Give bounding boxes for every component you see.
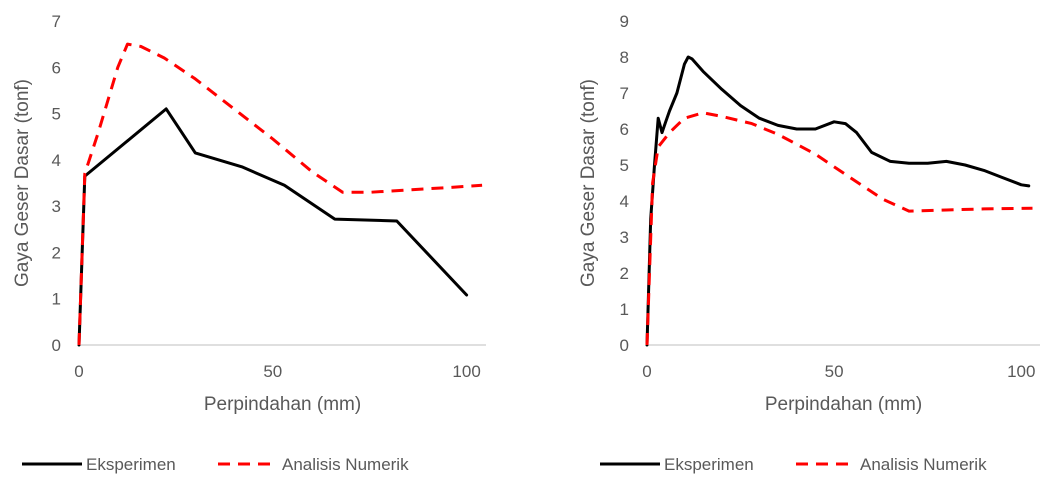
y-tick-label: 0	[620, 336, 629, 355]
chart-right: 0 1 2 3 4 5 6 7 8 9 0 50 100 Perpindahan (mm) Gaya Ges…	[530, 0, 1059, 495]
chart-right-svg: 0 1 2 3 4 5 6 7 8 9 0 50 100 Perpindahan (mm) Gaya Ges…	[578, 12, 1040, 474]
y-tick-label: 2	[52, 243, 61, 262]
chart-left: 0 1 2 3 4 5 6 7 0 50 100 Perpindahan (mm) Gaya Geser…	[0, 0, 530, 495]
y-tick-label: 1	[52, 290, 61, 309]
y-tick-label: 3	[52, 197, 61, 216]
series-line-analisis-numerik	[77, 42, 483, 346]
y-tick-label: 7	[620, 84, 629, 103]
legend-label: Analisis Numerik	[860, 455, 987, 474]
chart-left-svg: 0 1 2 3 4 5 6 7 0 50 100 Perpindahan (mm) Gaya Geser…	[12, 12, 486, 474]
y-tick-label: 6	[620, 120, 629, 139]
legend-label: Analisis Numerik	[282, 455, 409, 474]
series-line-eksperimen	[77, 107, 469, 347]
legend-label: Eksperimen	[86, 455, 176, 474]
x-tick-label: 100	[452, 362, 480, 381]
y-tick-label: 2	[620, 264, 629, 283]
y-tick-label: 5	[52, 105, 61, 124]
y-tick-label: 1	[620, 300, 629, 319]
x-tick-label: 0	[642, 362, 651, 381]
y-tick-label: 8	[620, 48, 629, 67]
y-tick-label: 3	[620, 228, 629, 247]
y-tick-label: 4	[52, 151, 61, 170]
series-line-analisis-numerik	[645, 111, 1033, 346]
x-axis-title: Perpindahan (mm)	[765, 394, 922, 415]
y-axis-title: Gaya Geser Dasar (tonf)	[12, 79, 33, 287]
x-tick-label: 50	[263, 362, 282, 381]
y-tick-label: 7	[52, 12, 61, 31]
legend-label: Eksperimen	[664, 455, 754, 474]
x-tick-label: 100	[1007, 362, 1035, 381]
y-tick-label: 4	[620, 192, 629, 211]
x-tick-label: 50	[825, 362, 844, 381]
x-tick-label: 0	[74, 362, 83, 381]
y-tick-label: 5	[620, 156, 629, 175]
x-axis-title: Perpindahan (mm)	[204, 394, 361, 415]
series-line-eksperimen	[645, 55, 1031, 347]
y-axis-title: Gaya Geser Dasar (tonf)	[578, 79, 599, 287]
y-tick-label: 9	[620, 12, 629, 31]
y-tick-label: 0	[52, 336, 61, 355]
y-tick-label: 6	[52, 58, 61, 77]
